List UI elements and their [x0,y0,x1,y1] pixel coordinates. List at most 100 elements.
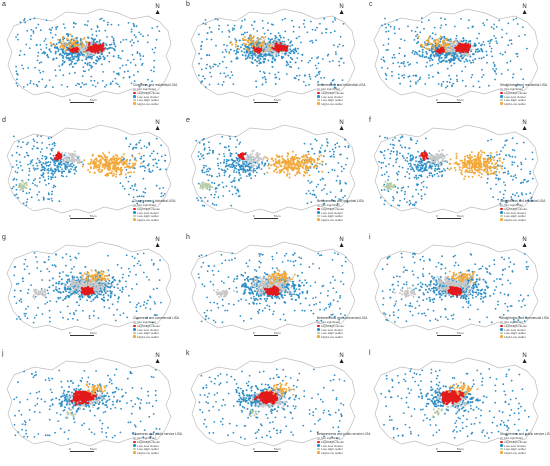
legend-label: Low-Low cluster [504,327,526,332]
legend-swatch-icon [317,440,320,444]
legend-label: Low-High outlier [321,214,343,219]
legend-swatch-icon [133,444,136,447]
legend-entry: High-High cluster [133,440,181,444]
legend-title: Straightness and industrial LISA [500,199,546,203]
legend-label: Low-Low cluster [137,327,159,332]
legend-swatch-icon [133,451,136,455]
legend-label: Low-Low cluster [321,94,343,99]
legend-swatch-icon [500,207,503,211]
map-panel-k: k N ▲ Betweenness and public service LISA No… [184,349,370,465]
legend-entry: High-High cluster [500,440,548,444]
legend-entry: High-High cluster [317,91,365,95]
legend-entry: High-Low outlier [500,335,548,339]
map-legend: Closeness and residential LISA Not signif… [133,83,181,106]
map-canvas [6,8,172,98]
map-legend: Closeness and commercial LISA Not signifi… [133,316,181,339]
legend-label: High-High cluster [321,206,345,211]
legend-label: Not significant [504,87,524,92]
north-arrow-icon: N ▲ [154,237,161,249]
legend-entry: High-Low outlier [133,218,181,222]
legend-swatch-icon [500,321,503,324]
legend-swatch-icon [317,214,320,218]
legend-label: High-High cluster [504,90,528,95]
legend-label: Low-High outlier [137,447,159,452]
legend-entry: Not significant [317,436,365,441]
map-canvas [373,241,539,331]
legend-entry: Not significant [133,320,181,324]
legend-entry: High-Low outlier [133,451,181,455]
north-arrow-icon: N ▲ [154,120,161,132]
legend-label: High-High cluster [321,90,345,95]
legend-swatch-icon [317,91,320,95]
legend-entry: Low-Low cluster [500,444,548,448]
legend-entry: High-Low outlier [317,102,365,106]
legend-swatch-icon [133,447,136,451]
legend-label: High-Low outlier [504,450,526,455]
legend-entry: High-High cluster [133,91,181,95]
legend-entry: Low-High outlier [133,98,181,102]
map-panel-b: b N ▲ Betweenness and residential LISA Not s… [184,0,367,116]
north-arrow-icon: N ▲ [154,4,161,16]
legend-swatch-icon [317,321,320,324]
legend-entry: Low-High outlier [317,331,365,335]
map-canvas [190,241,356,331]
legend-entry: High-High cluster [317,207,365,211]
legend-swatch-icon [500,98,503,102]
legend-label: Not significant [137,203,157,208]
legend-title: Closeness and commercial LISA [133,316,180,320]
map-canvas [6,241,172,331]
study-area-boundary [6,241,172,331]
legend-label: Low-High outlier [321,331,343,336]
map-panel-i: i N ▲ Straightness and commercial LISA Not s… [367,233,550,349]
study-area-boundary [190,124,356,214]
legend-title: Betweenness and commercial LISA [317,316,368,320]
legend-entry: Not significant [317,320,365,324]
study-area-boundary [190,241,356,331]
legend-entry: High-Low outlier [500,218,548,222]
legend-swatch-icon [317,102,320,106]
legend-title: Betweenness and residential LISA [317,83,366,87]
study-area-boundary [373,241,539,331]
legend-swatch-icon [133,328,136,331]
legend-swatch-icon [133,321,136,324]
legend-swatch-icon [133,88,136,91]
map-canvas [373,124,539,214]
panel-letter: a [2,1,6,8]
map-legend: Closeness and industrial LISA Not signifi… [133,199,181,222]
legend-entry: Not significant [500,436,548,440]
map-legend: Straightness and residential LISA Not sig… [500,83,548,106]
north-arrow-icon: N ▲ [521,353,528,365]
legend-entry: Low-Low cluster [317,444,365,448]
map-legend: Betweenness and public service LISA Not s… [317,432,370,455]
legend-entry: Low-High outlier [500,214,548,218]
legend-label: High-High cluster [137,90,161,95]
map-panel-f: f N ▲ Straightness and industrial LISA Not s… [367,116,550,232]
legend-swatch-icon [133,102,136,106]
legend-swatch-icon [133,440,136,444]
legend-swatch-icon [500,102,503,106]
legend-swatch-icon [317,335,320,339]
legend-swatch-icon [500,451,503,455]
map-panel-a: a N ▲ Closeness and residential LISA Not sig… [0,0,183,116]
study-area-boundary [190,8,356,98]
legend-swatch-icon [133,335,136,339]
legend-entry: Low-High outlier [500,331,548,335]
legend-label: Not significant [504,203,524,208]
legend-label: Low-High outlier [504,447,526,452]
legend-entry: Low-Low cluster [133,95,181,99]
legend-entry: Not significant [500,320,548,324]
map-panel-g: g N ▲ Closeness and commercial LISA Not sign… [0,233,183,349]
legend-swatch-icon [133,331,136,335]
map-panel-c: c N ▲ Straightness and residential LISA Not … [367,0,550,116]
north-arrow-icon: N ▲ [338,4,345,16]
panel-letter: i [369,234,371,241]
legend-label: Low-High outlier [504,214,526,219]
legend-entry: Low-High outlier [317,447,365,451]
legend-label: Not significant [321,436,341,441]
legend-entry: High-High cluster [500,324,548,328]
legend-entry: High-High cluster [317,440,365,444]
legend-swatch-icon [317,207,320,211]
